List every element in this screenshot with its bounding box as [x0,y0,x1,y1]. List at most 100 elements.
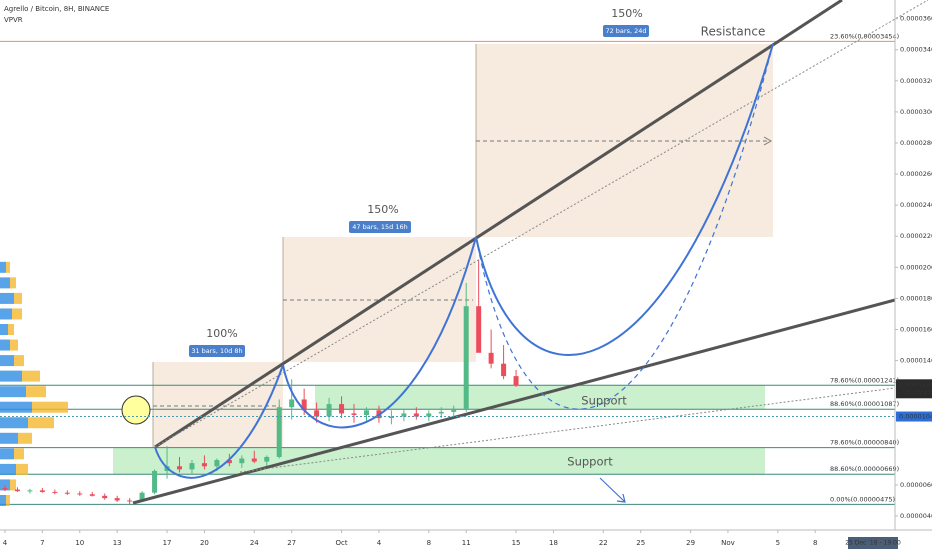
candle-body [139,492,145,502]
fib-label: 88.60%(0.00000669) [830,465,899,473]
y-tick-label: 0.00000600 [900,481,932,489]
candle-body [276,407,282,457]
cup-arc [154,364,284,479]
crosshair-time-label: 25 Dec '18 - 19:00 [845,540,901,547]
candle-body [314,410,320,417]
cup-arc [282,236,477,429]
fib-label: 88.60%(0.00001087) [830,400,899,408]
vp-up-bar [0,355,14,367]
drawings-under: 23.60%(0.00003454) 78.60%(0.00001241) 88.6… [0,32,899,505]
vp-down-bar [32,401,68,413]
last-price-box [896,379,932,399]
move-percent: 150% [611,7,642,20]
candle-body [77,493,83,495]
candle-body [438,411,444,414]
candle-body [401,413,407,417]
vp-down-bar [26,386,46,398]
fib-label: 78.60%(0.00001241) [830,376,899,384]
y-tick-label: 0.00002200 [900,232,932,240]
candle-body [189,463,195,470]
fib-label: 23.60%(0.00003454) [830,32,899,40]
candle-body [251,458,257,462]
crosshair-time-box [848,537,898,549]
vp-up-bar [0,277,10,289]
y-tick-label: 0.00003400 [900,46,932,54]
x-tick-label: 15 [512,539,521,547]
candle-body [152,470,158,493]
vp-down-bar [28,417,54,429]
x-tick-label: 4 [3,539,8,547]
candle-body [476,306,482,353]
cup-arc [475,43,774,357]
candle-body [52,491,58,493]
vp-down-bar [8,324,14,336]
candle-body [226,460,232,464]
y-tick-label: 0.00001400 [900,357,932,365]
projection-arc [475,43,774,410]
move-percent: 150% [367,203,398,216]
vp-up-bar [0,417,28,429]
x-tick-label: 29 [686,539,695,547]
vp-up-bar [0,386,26,398]
y-tick-label: 0.00003000 [900,108,932,116]
resistance-trendline [154,0,843,449]
candle-body [301,399,307,411]
x-tick-label: 18 [549,539,558,547]
y-tick-label: 0.00002000 [900,263,932,271]
candle-body [413,413,419,417]
y-tick-label: 0.00002400 [900,201,932,209]
candle-body [2,488,8,490]
vp-down-bar [10,277,16,289]
vp-up-bar [0,324,8,336]
candle-body [176,466,182,470]
candle-body [239,458,245,464]
vp-up-bar [0,292,14,304]
vp-up-bar [0,370,22,382]
vp-down-bar [18,432,32,444]
x-tick-label: 11 [462,539,471,547]
vp-down-bar [14,355,24,367]
candle-body [326,404,332,417]
vp-down-bar [6,261,10,273]
axes: 0.00000400 0.00000600 0.00001400 0.00001600… [0,15,932,549]
candle-body [339,404,345,414]
vp-up-bar [0,261,6,273]
x-tick-label: 5 [776,539,780,547]
candle-body [426,413,432,417]
y-tick-label: 0.00002800 [900,139,932,147]
x-tick-label: 8 [427,539,431,547]
candle-body [27,490,33,492]
resistance-label: Resistance [701,25,766,39]
crosshair-price-box [896,411,932,422]
support-zone [113,447,765,475]
vp-down-bar [14,292,22,304]
vp-down-bar [12,308,22,320]
y-tick-label: 0.00001800 [900,294,932,302]
support-zone [315,385,765,410]
countdown: 05:05:47 [903,388,932,396]
candle-body [351,413,357,415]
candle-body [363,410,369,415]
projection-arrow [599,477,626,503]
vp-up-bar [0,448,14,460]
candle-body [127,500,133,502]
x-tick-label: 4 [377,539,382,547]
vp-down-bar [22,370,40,382]
highlight-circle [121,395,151,425]
indicator-label: VPVR [4,16,23,24]
arrow-head [616,493,626,503]
crosshair-price-label: 0.00001040 [899,413,932,421]
bars-label: 47 bars, 15d 16h [352,223,408,231]
x-tick-label: 17 [163,539,172,547]
y-tick-label: 0.00000400 [900,512,932,520]
candle-body [214,460,220,467]
volume-profile [0,261,68,506]
candle-body [289,399,295,408]
candles [2,259,519,505]
y-tick-label: 0.00003200 [900,77,932,85]
x-tick-label: 24 [250,539,259,547]
move-percent: 100% [206,327,237,340]
vp-up-bar [0,308,12,320]
vp-up-bar [0,401,32,413]
